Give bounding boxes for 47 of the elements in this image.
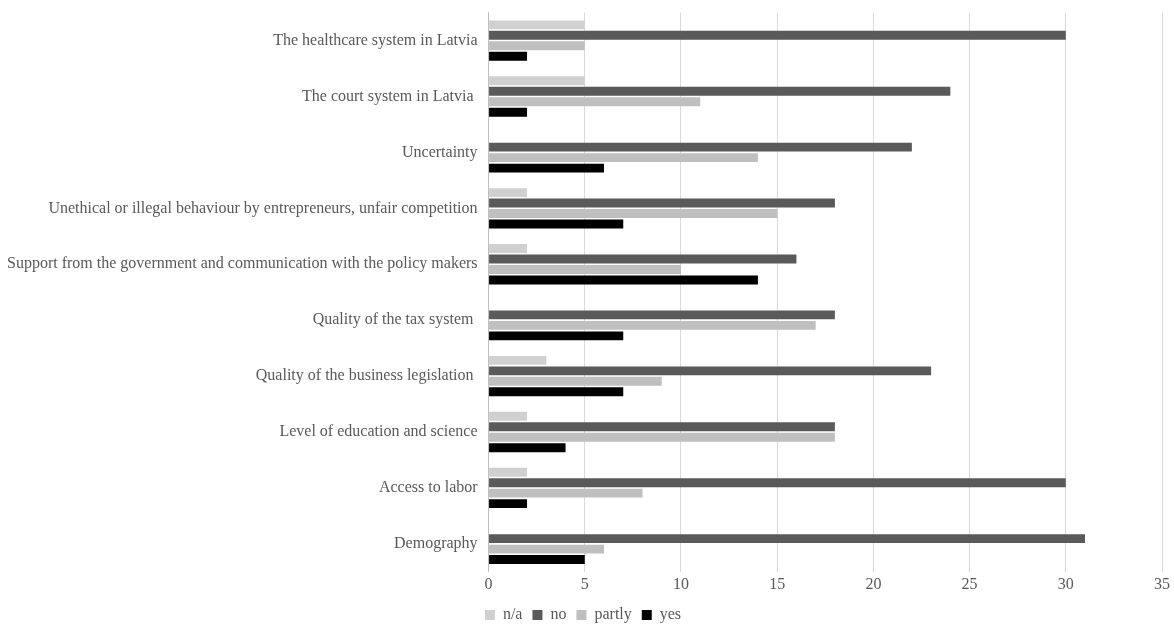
bar [489,499,528,509]
x-tick-label: 25 [961,574,978,592]
bar [489,355,547,365]
bar [489,411,528,421]
x-tick-label: 10 [672,574,689,592]
bar [489,188,528,198]
bar [489,163,605,173]
bar [489,310,835,320]
bar [489,86,951,96]
x-tick-label: 35 [1154,574,1170,592]
bar [489,275,758,285]
y-tick-label: Unethical or illegal behaviour by entrepreneurs, unfair competition [48,198,478,217]
bar [489,443,566,453]
legend-label: partly [594,605,632,624]
bar [489,30,1066,40]
bar [489,198,835,208]
y-tick-label: Uncertainty [402,142,478,161]
bar [489,467,528,477]
bar [489,331,624,341]
y-tick-label: Demography [394,534,478,553]
bar [489,51,528,61]
bar [489,219,624,229]
bar [489,534,1086,544]
legend-label: yes [659,605,682,624]
y-tick-label: The healthcare system in Latvia [273,30,478,49]
y-tick-label: Access to labor [378,478,479,496]
bar [489,555,585,565]
y-tick-label: The court system in Latvia [302,86,478,105]
y-tick-label: Quality of the tax system [312,310,478,329]
bar [489,387,624,397]
y-tick-label: Quality of the business legislation [255,366,478,385]
x-tick-label: 20 [865,574,882,592]
legend-label: n/a [502,605,523,623]
legend-label: no [550,605,567,623]
y-tick-label: Support from the government and communication with the policy makers [7,254,478,273]
x-tick-label: 30 [1057,574,1074,592]
bar [489,366,932,376]
x-tick-label: 0 [484,574,493,592]
x-tick-label: 15 [769,574,786,592]
bar [489,107,528,117]
bar [489,422,835,432]
bar [489,244,528,253]
bar [489,254,797,264]
x-tick-label: 5 [580,574,589,592]
bar [489,142,912,152]
y-tick-label: Level of education and science [279,422,478,440]
bar [489,478,1066,488]
